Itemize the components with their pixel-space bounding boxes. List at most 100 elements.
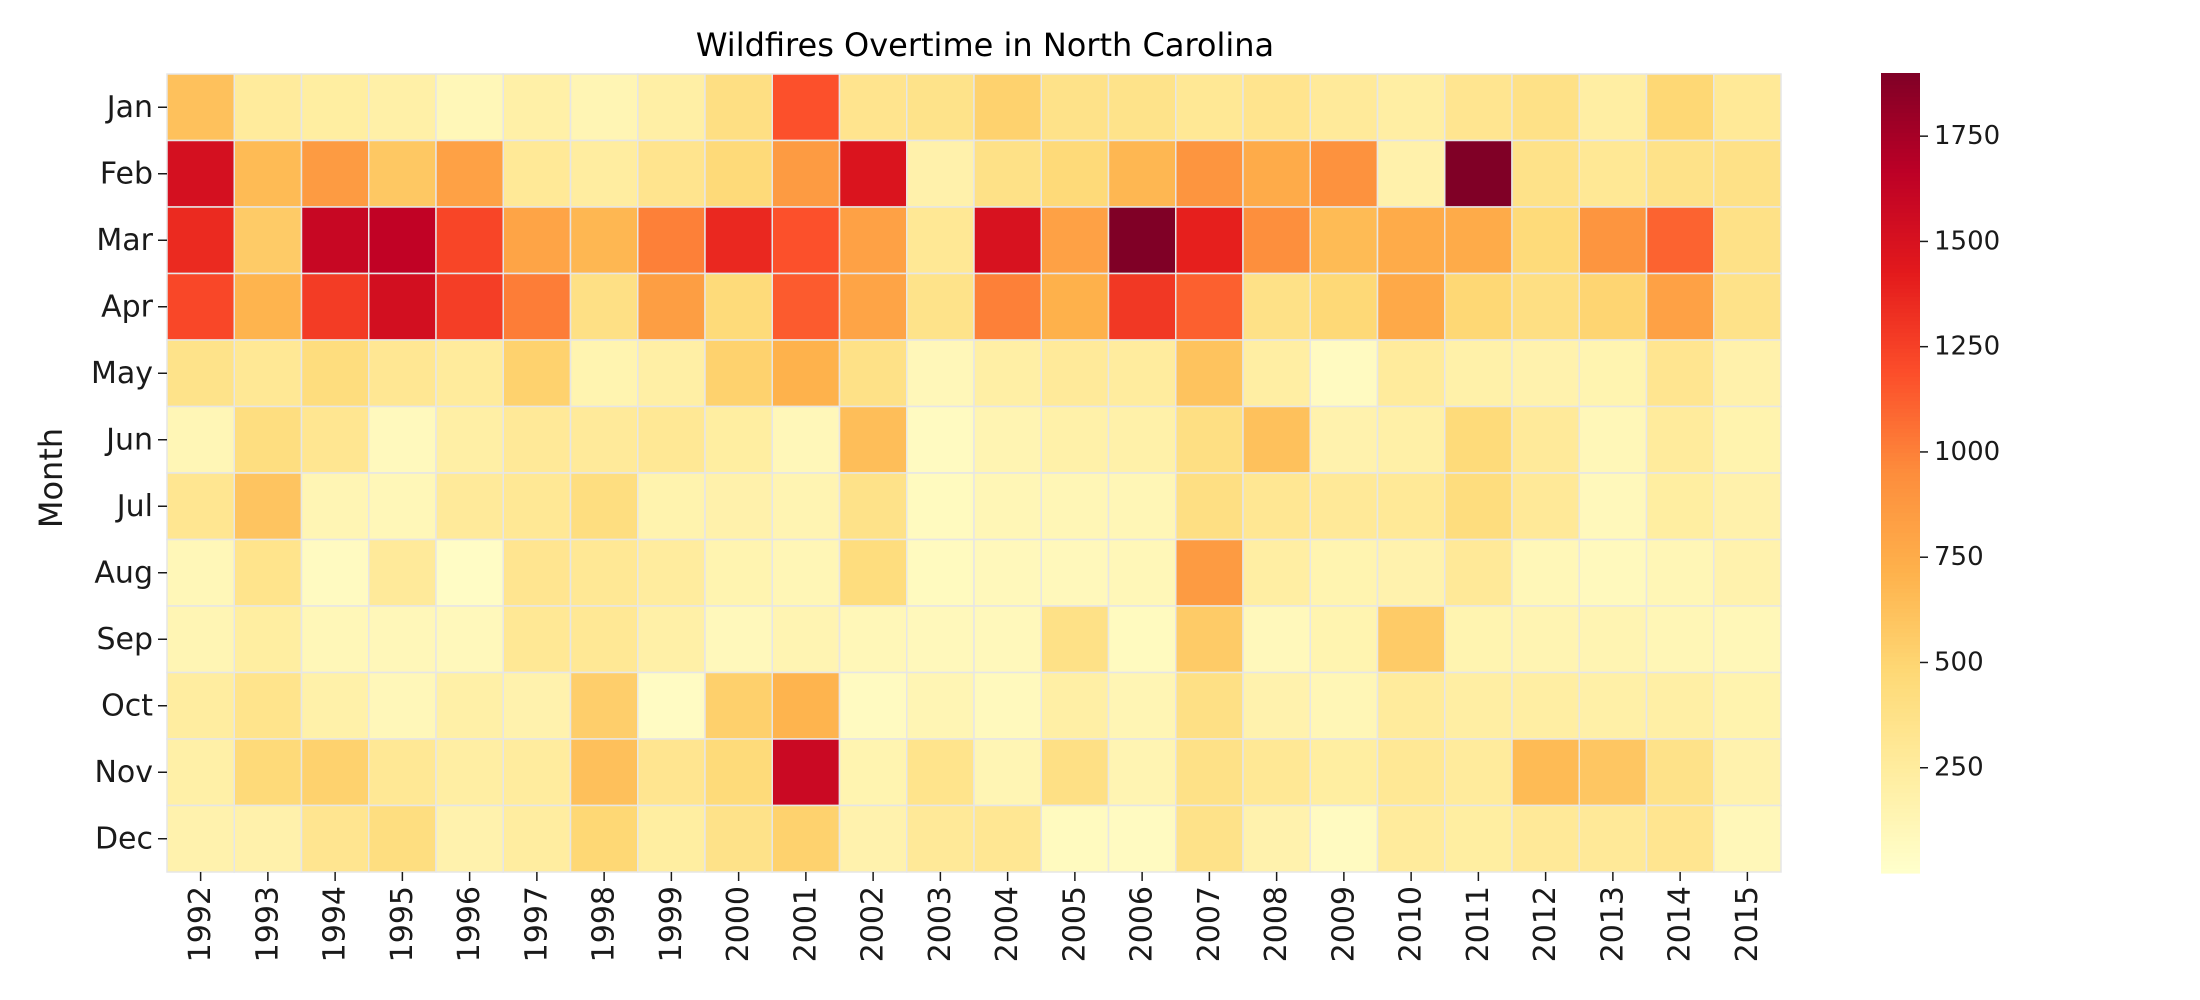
heatmap-cell — [1444, 139, 1513, 208]
colorbar-segment — [1881, 497, 1920, 502]
colorbar-segment — [1881, 521, 1920, 526]
colorbar-segment — [1881, 337, 1920, 342]
colorbar-segment — [1881, 149, 1920, 154]
heatmap-cell — [1040, 538, 1110, 607]
heatmap-cell — [704, 605, 773, 674]
heatmap-cell — [1309, 671, 1379, 740]
heatmap-cell — [906, 472, 975, 541]
colorbar-tick-label: 1500 — [1934, 226, 2000, 256]
heatmap-cell — [166, 605, 235, 674]
colorbar-segment — [1881, 393, 1920, 398]
x-tick-label: 2012 — [1528, 886, 1563, 962]
heatmap-cell — [1242, 671, 1311, 740]
colorbar-tick-label: 750 — [1934, 542, 1984, 572]
heatmap-cell — [300, 272, 370, 341]
heatmap-cell — [1578, 206, 1648, 275]
colorbar-segment — [1881, 449, 1920, 454]
heatmap-cell — [1242, 73, 1311, 142]
colorbar-segment — [1881, 773, 1920, 778]
heatmap-cell — [637, 538, 706, 607]
colorbar-segment — [1881, 869, 1920, 874]
heatmap-cell — [1376, 671, 1446, 740]
colorbar-segment — [1881, 89, 1920, 94]
heatmap-cell — [368, 339, 437, 408]
heatmap-cell — [569, 339, 639, 408]
y-tick-label: Jan — [105, 90, 153, 125]
heatmap-cell — [704, 139, 773, 208]
heatmap-cell — [1511, 206, 1580, 275]
heatmap-cell — [569, 671, 639, 740]
colorbar-segment — [1881, 457, 1920, 462]
heatmap-cell — [771, 671, 841, 740]
heatmap-cell — [1040, 605, 1110, 674]
y-tick-label: Sep — [96, 622, 153, 657]
colorbar-segment — [1881, 265, 1920, 270]
colorbar-segment — [1881, 473, 1920, 478]
heatmap-cell — [435, 272, 504, 341]
heatmap-cell — [435, 671, 504, 740]
heatmap-cells — [166, 73, 1782, 873]
colorbar-segment — [1881, 477, 1920, 482]
colorbar-segment — [1881, 233, 1920, 238]
heatmap-cell — [906, 206, 975, 275]
colorbar-segment — [1881, 649, 1920, 654]
heatmap-cell — [704, 538, 773, 607]
colorbar-segment — [1881, 217, 1920, 222]
x-tick-label: 2014 — [1663, 886, 1698, 962]
heatmap-cell — [637, 605, 706, 674]
colorbar-segment — [1881, 745, 1920, 750]
colorbar-segment — [1881, 169, 1920, 174]
colorbar-segment — [1881, 301, 1920, 306]
chart-title: Wildfires Overtime in North Carolina — [696, 26, 1274, 64]
x-tick-label: 2009 — [1326, 886, 1361, 962]
heatmap-cell — [1713, 339, 1782, 408]
heatmap-cell — [906, 804, 975, 873]
heatmap-cell — [1578, 272, 1648, 341]
heatmap-cell — [435, 605, 504, 674]
heatmap-cell — [502, 804, 572, 873]
heatmap-cell — [1444, 804, 1513, 873]
heatmap-cell — [973, 472, 1042, 541]
heatmap-cell — [637, 272, 706, 341]
colorbar-segment — [1881, 413, 1920, 418]
heatmap-cell — [1376, 139, 1446, 208]
heatmap-cell — [1376, 272, 1446, 341]
y-tick-label: Nov — [94, 755, 153, 790]
heatmap-cell — [368, 139, 437, 208]
heatmap-cell — [704, 671, 773, 740]
heatmap-cell — [771, 339, 841, 408]
colorbar-segment — [1881, 305, 1920, 310]
colorbar-segment — [1881, 445, 1920, 450]
heatmap-cell — [906, 272, 975, 341]
heatmap-cell — [166, 272, 235, 341]
heatmap-cell — [435, 472, 504, 541]
heatmap-cell — [300, 605, 370, 674]
colorbar-segment — [1881, 541, 1920, 546]
heatmap-cell — [1444, 272, 1513, 341]
colorbar-segment — [1881, 813, 1920, 818]
heatmap-cell — [233, 671, 303, 740]
heatmap-cell — [1175, 605, 1244, 674]
x-tick-label: 1995 — [385, 886, 420, 962]
colorbar-segment — [1881, 121, 1920, 126]
y-tick-label: Oct — [101, 688, 153, 723]
colorbar-tick-label: 1250 — [1934, 332, 2000, 362]
heatmap-cell — [502, 538, 572, 607]
x-tick-label: 2010 — [1394, 886, 1429, 962]
heatmap-cell — [637, 472, 706, 541]
colorbar-segment — [1881, 853, 1920, 858]
heatmap-cell — [1511, 472, 1580, 541]
heatmap-cell — [368, 405, 437, 474]
heatmap-cell — [1511, 272, 1580, 341]
colorbar-segment — [1881, 661, 1920, 666]
colorbar-segment — [1881, 321, 1920, 326]
heatmap-cell — [502, 272, 572, 341]
x-tick-label: 1998 — [587, 886, 622, 962]
x-tick-label: 1996 — [452, 886, 487, 962]
heatmap-cell — [1242, 139, 1311, 208]
heatmap-cell — [435, 405, 504, 474]
colorbar-segment — [1881, 621, 1920, 626]
colorbar-segment — [1881, 829, 1920, 834]
heatmap-cell — [973, 73, 1042, 142]
heatmap-cell — [502, 671, 572, 740]
